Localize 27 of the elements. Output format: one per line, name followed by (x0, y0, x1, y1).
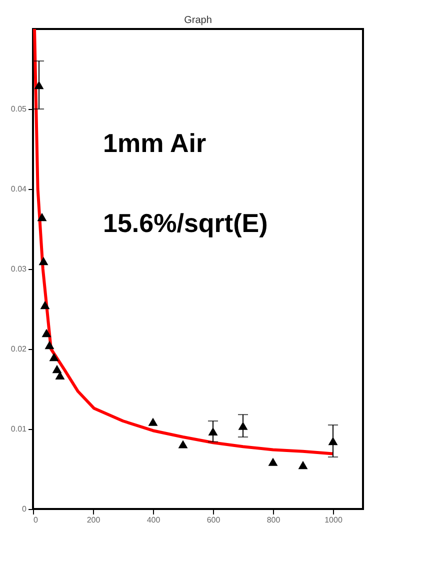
point (44, 340, 54, 350)
x-tick-label: 200 (86, 516, 101, 524)
y-tick-label: 0.05 (10, 104, 28, 114)
x-tick-label: 400 (146, 516, 161, 524)
point (148, 418, 158, 426)
point (178, 440, 188, 448)
annotation: 1mm Air (103, 128, 206, 158)
point (298, 460, 308, 470)
point (52, 364, 62, 374)
point (42, 328, 52, 338)
point (49, 352, 59, 362)
point (268, 458, 278, 466)
y-tick-label: 0.03 (10, 264, 28, 274)
y-tick-label: 0.01 (10, 424, 28, 434)
y-tick-label: 0.04 (10, 184, 28, 194)
point (40, 300, 50, 310)
point (38, 256, 48, 266)
point (37, 212, 47, 222)
line-series (33, 29, 334, 456)
x-tick-label: 1000 (324, 516, 343, 524)
y-tick-label: 0.02 (10, 344, 28, 354)
x-tick-label: 800 (266, 516, 281, 524)
x-tick-label: 600 (206, 516, 221, 524)
annotation: 15.6%/sqrt(E) (103, 208, 268, 238)
chart-title: Graph (184, 15, 212, 26)
x-tick-label: 0 (34, 516, 38, 524)
y-tick-label: 0 (22, 504, 28, 514)
